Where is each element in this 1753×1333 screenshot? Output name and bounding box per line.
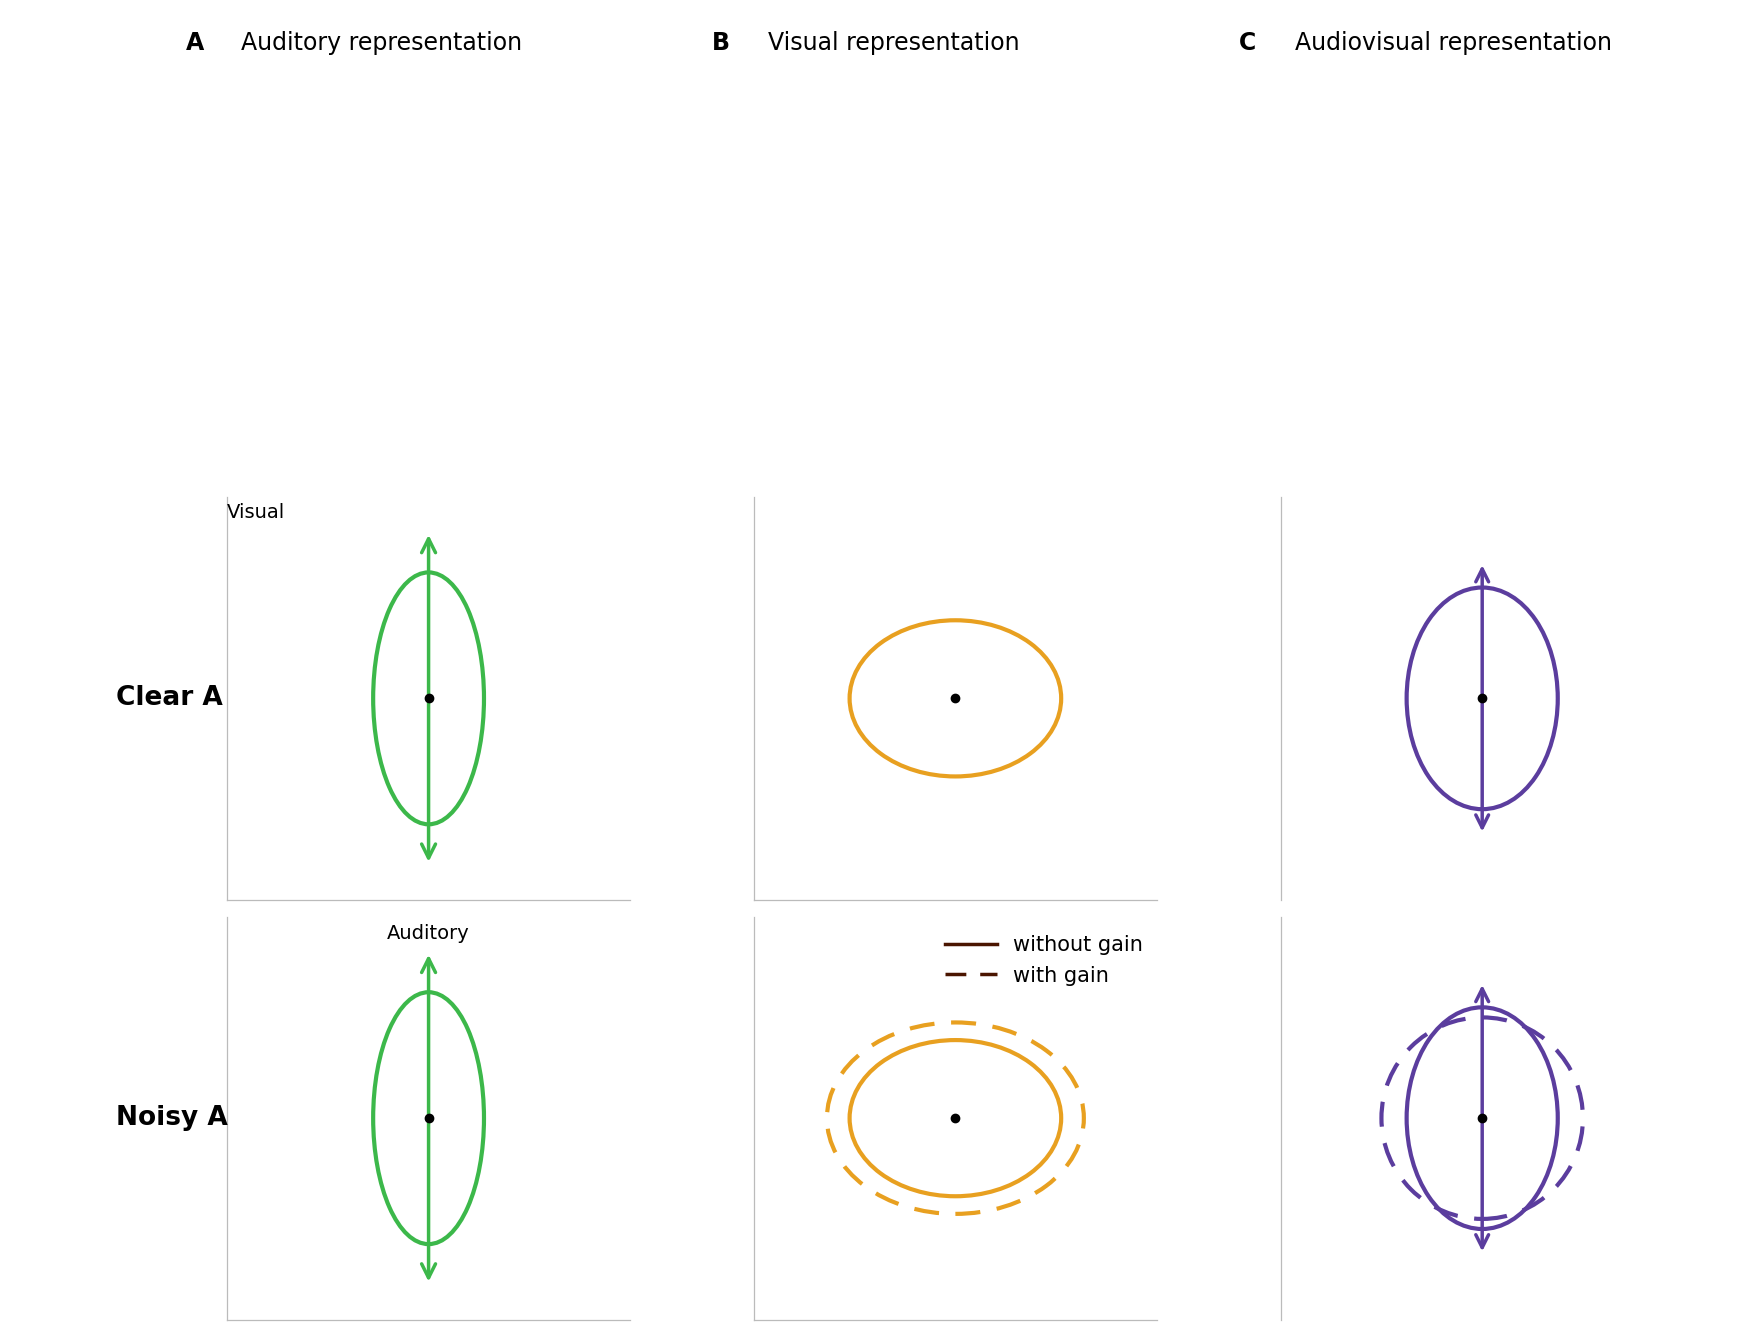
Text: Clear A: Clear A — [116, 685, 223, 712]
Text: Auditory representation: Auditory representation — [242, 31, 522, 55]
Text: Visual representation: Visual representation — [768, 31, 1020, 55]
Text: A: A — [186, 31, 203, 55]
Legend: without gain, with gain: without gain, with gain — [945, 936, 1143, 985]
Text: Auditory: Auditory — [387, 924, 470, 942]
Text: Noisy A: Noisy A — [116, 1105, 228, 1132]
Text: B: B — [712, 31, 731, 55]
Text: Visual: Visual — [228, 503, 286, 523]
Text: Audiovisual representation: Audiovisual representation — [1295, 31, 1611, 55]
Text: C: C — [1239, 31, 1257, 55]
